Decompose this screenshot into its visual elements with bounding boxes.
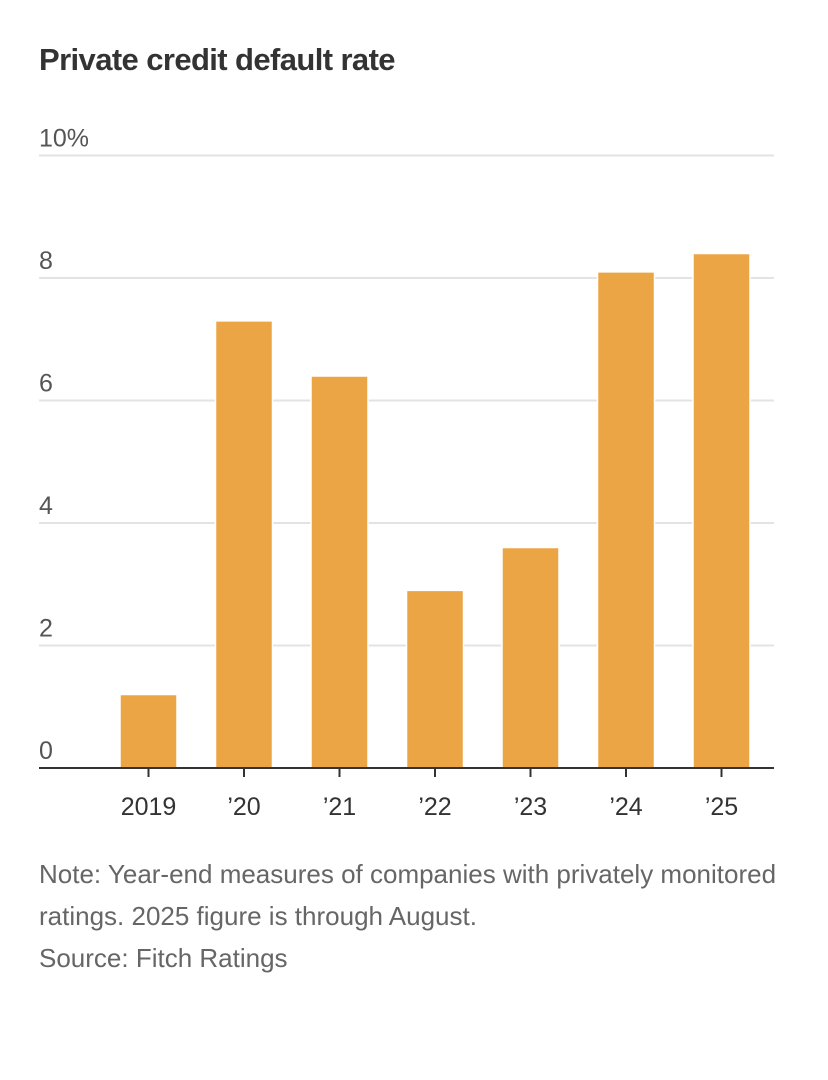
bar: [405, 589, 465, 769]
y-tick-label: 0: [39, 737, 53, 765]
bar: [119, 693, 178, 769]
y-tick-label: 4: [39, 492, 53, 520]
x-tick-label: ’23: [514, 793, 547, 821]
y-tick-label: 6: [39, 370, 53, 398]
y-tick-label: 2: [39, 615, 53, 643]
source-text: Source: Fitch Ratings: [39, 943, 288, 973]
x-axis-labels: 2019 ’20 ’21 ’22 ’23 ’24 ’25: [121, 793, 739, 821]
y-tick-label: 10%: [39, 125, 89, 153]
bars: [119, 252, 751, 769]
bar: [692, 252, 751, 769]
bar: [214, 320, 274, 769]
y-tick-label: 8: [39, 247, 53, 275]
gridlines: [39, 154, 774, 647]
x-tick-label: ’20: [227, 793, 260, 821]
x-axis: [39, 767, 774, 777]
x-tick-label: ’24: [609, 793, 642, 821]
note-text: Note: Year-end measures of companies wit…: [39, 859, 777, 931]
bar: [310, 375, 369, 769]
x-tick-label: ’22: [418, 793, 451, 821]
chart-title: Private credit default rate: [39, 42, 396, 77]
chart-footnote: Note: Year-end measures of companies wit…: [39, 853, 779, 979]
y-axis-labels: 0 2 4 6 8 10%: [39, 125, 89, 766]
x-tick-label: ’25: [705, 793, 738, 821]
bar: [596, 271, 656, 769]
bar-chart: 0 2 4 6 8 10% 2019 ’20 ’21 ’22 ’23 ’24 ’25: [39, 125, 774, 821]
bar: [501, 546, 560, 769]
x-tick-label: ’21: [323, 793, 356, 821]
x-tick-label: 2019: [121, 793, 177, 821]
